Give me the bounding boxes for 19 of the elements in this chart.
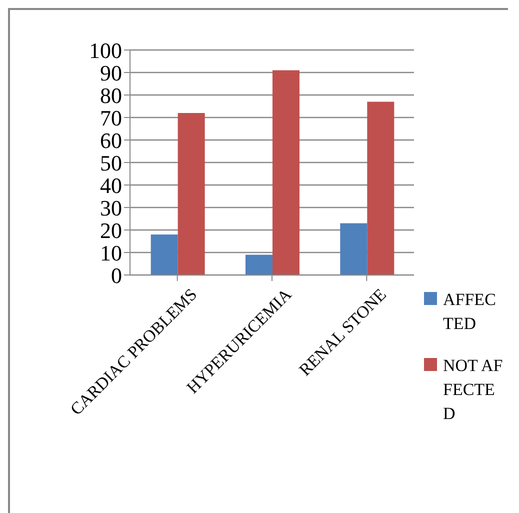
bar — [178, 113, 205, 275]
bar — [150, 234, 178, 275]
y-tick-label: 100 — [89, 38, 122, 63]
y-tick-label: 70 — [100, 105, 122, 130]
y-tick-label: 0 — [111, 262, 122, 288]
y-tick-label: 40 — [100, 172, 122, 198]
y-tick-label: 90 — [100, 60, 122, 86]
bar — [245, 254, 272, 275]
bar — [340, 223, 368, 275]
y-tick-label: 80 — [100, 82, 122, 108]
legend-label: NOT AFFECTED — [443, 355, 504, 425]
y-tick-label: 60 — [100, 128, 122, 153]
legend-label: AFFECTED — [443, 289, 497, 335]
bar — [367, 102, 394, 275]
bar — [272, 70, 300, 275]
y-tick-label: 30 — [100, 195, 122, 220]
y-tick-label: 20 — [100, 218, 122, 243]
y-tick-label: 50 — [100, 150, 122, 176]
y-tick-label: 10 — [100, 240, 122, 266]
